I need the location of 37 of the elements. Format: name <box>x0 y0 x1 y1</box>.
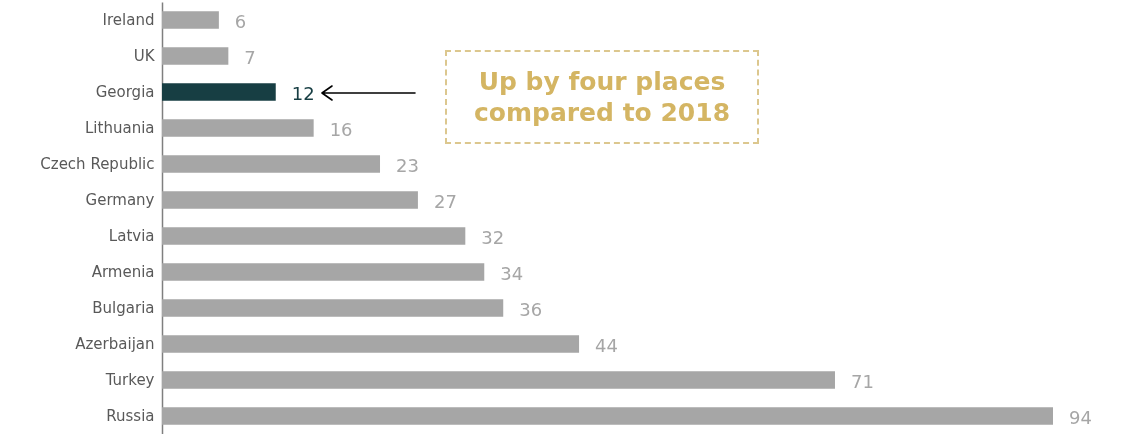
bar <box>162 191 418 209</box>
data-label: 44 <box>595 335 618 356</box>
y-tick-label: Turkey <box>104 371 155 389</box>
y-tick-label: Armenia <box>91 263 155 281</box>
data-label: 94 <box>1069 407 1092 428</box>
data-label: 36 <box>519 299 543 320</box>
data-label: 16 <box>329 119 353 140</box>
y-tick-label: UK <box>133 47 156 65</box>
data-label: 32 <box>481 227 505 248</box>
bar <box>162 47 229 65</box>
data-label: 6 <box>234 11 247 32</box>
y-tick-label: Russia <box>106 407 155 425</box>
bar <box>162 83 276 101</box>
y-tick-label: Latvia <box>108 227 155 245</box>
y-tick-label: Georgia <box>95 83 155 101</box>
data-label: 27 <box>433 191 457 212</box>
y-tick-label: Ireland <box>102 11 155 29</box>
bar <box>162 299 504 317</box>
y-tick-label: Germany <box>85 191 155 209</box>
bar <box>162 263 485 281</box>
bar <box>162 11 219 29</box>
y-tick-label: Czech Republic <box>40 155 155 173</box>
bar <box>162 335 580 353</box>
bar <box>162 407 1053 425</box>
data-label: 23 <box>396 155 419 176</box>
annotation: Up by four places compared to 2018 <box>445 50 759 144</box>
bar <box>162 371 835 389</box>
data-label: 71 <box>850 371 874 392</box>
data-label: 34 <box>500 263 524 284</box>
bar <box>162 227 466 245</box>
y-tick-label: Lithuania <box>85 119 155 137</box>
y-tick-label: Bulgaria <box>92 299 155 317</box>
y-tick-label: Azerbaijan <box>75 335 155 353</box>
bar <box>162 119 314 137</box>
data-label: 12 <box>291 83 315 104</box>
data-label: 7 <box>244 47 256 68</box>
bar <box>162 155 381 173</box>
